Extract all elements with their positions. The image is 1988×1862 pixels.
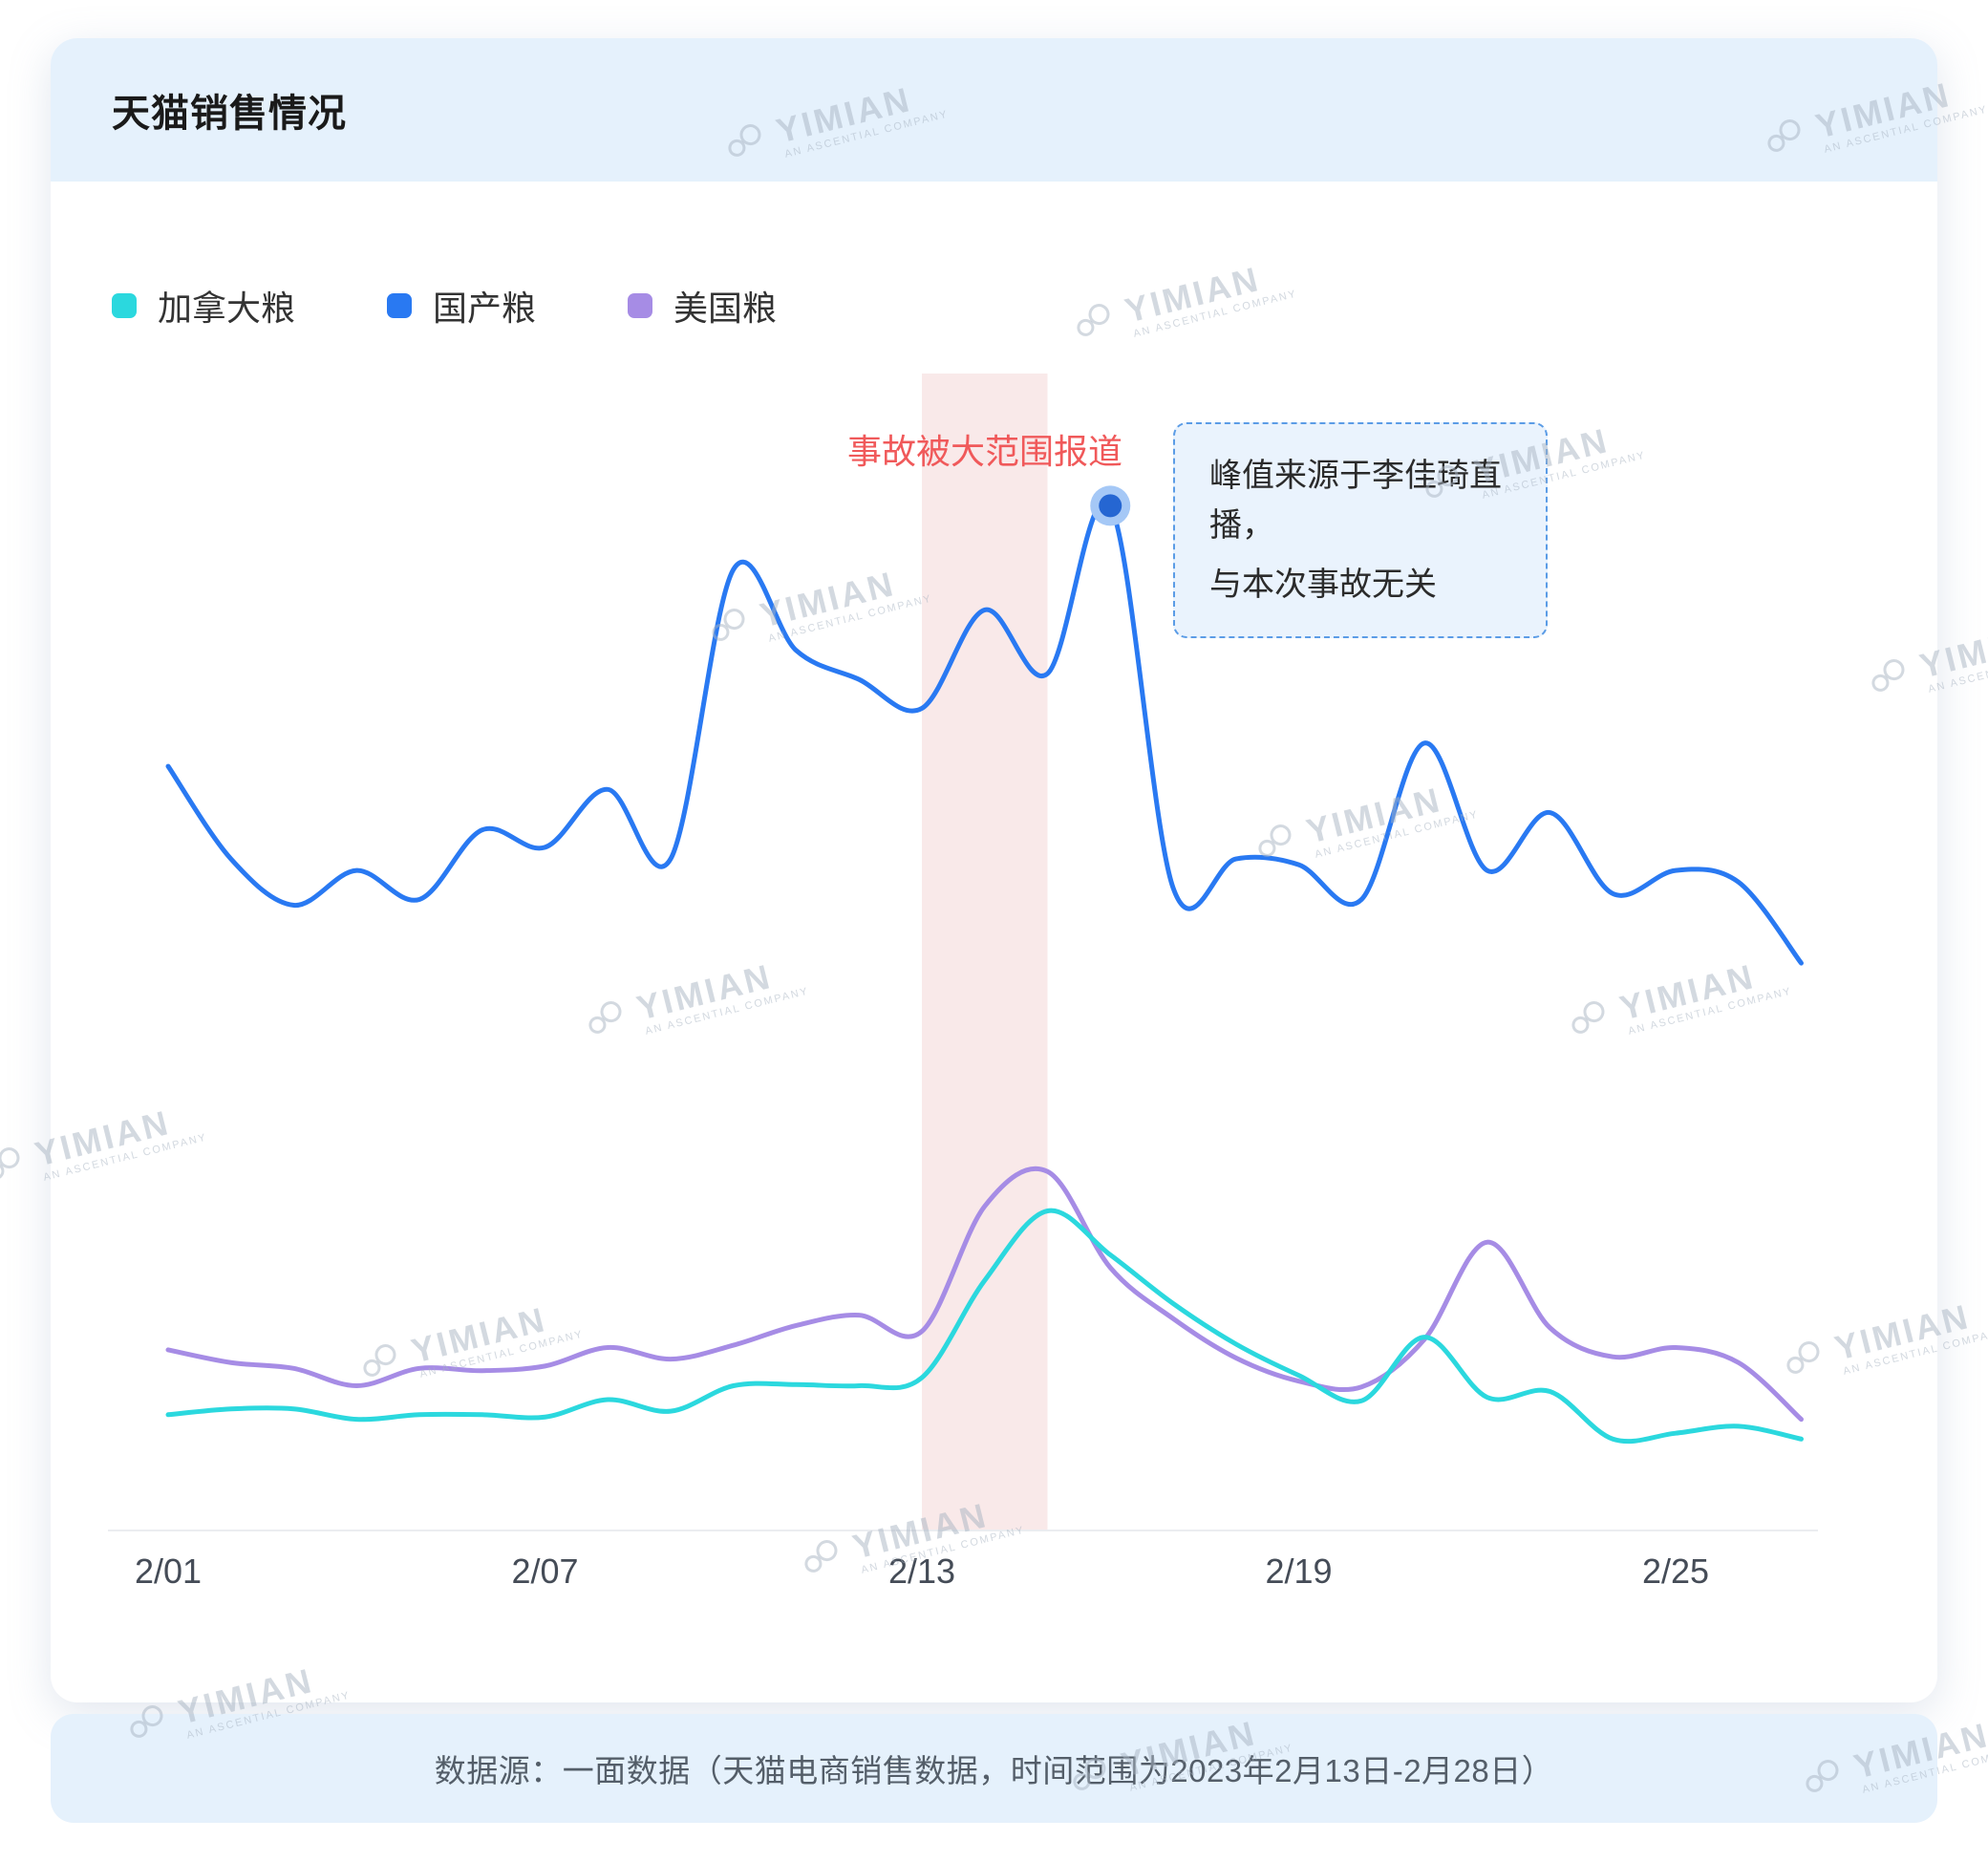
line-chart[interactable]: 事故被大范围报道 峰值来源于李佳琦直播， 与本次事故无关 2/01 2/07 2/1… xyxy=(51,325,1937,1653)
data-source-footer: 数据源：一面数据（天猫电商销售数据，时间范围为2023年2月13日-2月28日） xyxy=(51,1714,1937,1823)
legend-label: 国产粮 xyxy=(433,289,537,328)
legend-label: 加拿大粮 xyxy=(158,289,296,328)
legend-swatch-domestic-grain xyxy=(387,293,413,318)
x-tick-label: 2/19 xyxy=(1265,1552,1333,1591)
legend-item-us-grain[interactable]: 美国粮 xyxy=(628,281,777,331)
x-tick-label: 2/25 xyxy=(1641,1552,1710,1591)
chart-card: 天猫销售情况 加拿大粮 国产粮 美国粮 事故被大范围报道 峰值来源于李佳琦直播，… xyxy=(51,38,1937,1702)
x-tick-label: 2/13 xyxy=(887,1552,956,1591)
page-title: 天猫销售情况 xyxy=(112,93,347,135)
legend-item-domestic-grain[interactable]: 国产粮 xyxy=(387,281,536,331)
series-line-1[interactable] xyxy=(165,499,1804,966)
chart-plot-area[interactable] xyxy=(51,325,1937,1576)
data-source-text: 数据源：一面数据（天猫电商销售数据，时间范围为2023年2月13日-2月28日） xyxy=(434,1753,1554,1788)
legend-swatch-canada-grain xyxy=(112,293,137,318)
event-highlight-band xyxy=(922,374,1048,1530)
series-line-2[interactable] xyxy=(165,1166,1804,1423)
yimian-logo-icon xyxy=(0,1144,31,1182)
legend-item-canada-grain[interactable]: 加拿大粮 xyxy=(112,281,295,331)
x-axis: 2/01 2/07 2/13 2/19 2/25 xyxy=(51,1552,1937,1594)
peak-tooltip: 峰值来源于李佳琦直播， 与本次事故无关 xyxy=(1173,422,1548,638)
legend-label: 美国粮 xyxy=(673,289,778,328)
card-header: 天猫销售情况 xyxy=(51,38,1937,182)
series-line-0[interactable] xyxy=(165,1208,1804,1445)
event-annotation: 事故被大范围报道 xyxy=(846,432,1123,471)
legend: 加拿大粮 国产粮 美国粮 xyxy=(112,287,1937,328)
x-tick-label: 2/07 xyxy=(511,1552,579,1591)
peak-tooltip-line1: 峰值来源于李佳琦直播， xyxy=(1209,458,1502,544)
peak-tooltip-line2: 与本次事故无关 xyxy=(1209,567,1437,603)
x-tick-label: 2/01 xyxy=(134,1552,203,1591)
legend-swatch-us-grain xyxy=(628,293,653,318)
peak-marker-point[interactable] xyxy=(1099,494,1122,518)
